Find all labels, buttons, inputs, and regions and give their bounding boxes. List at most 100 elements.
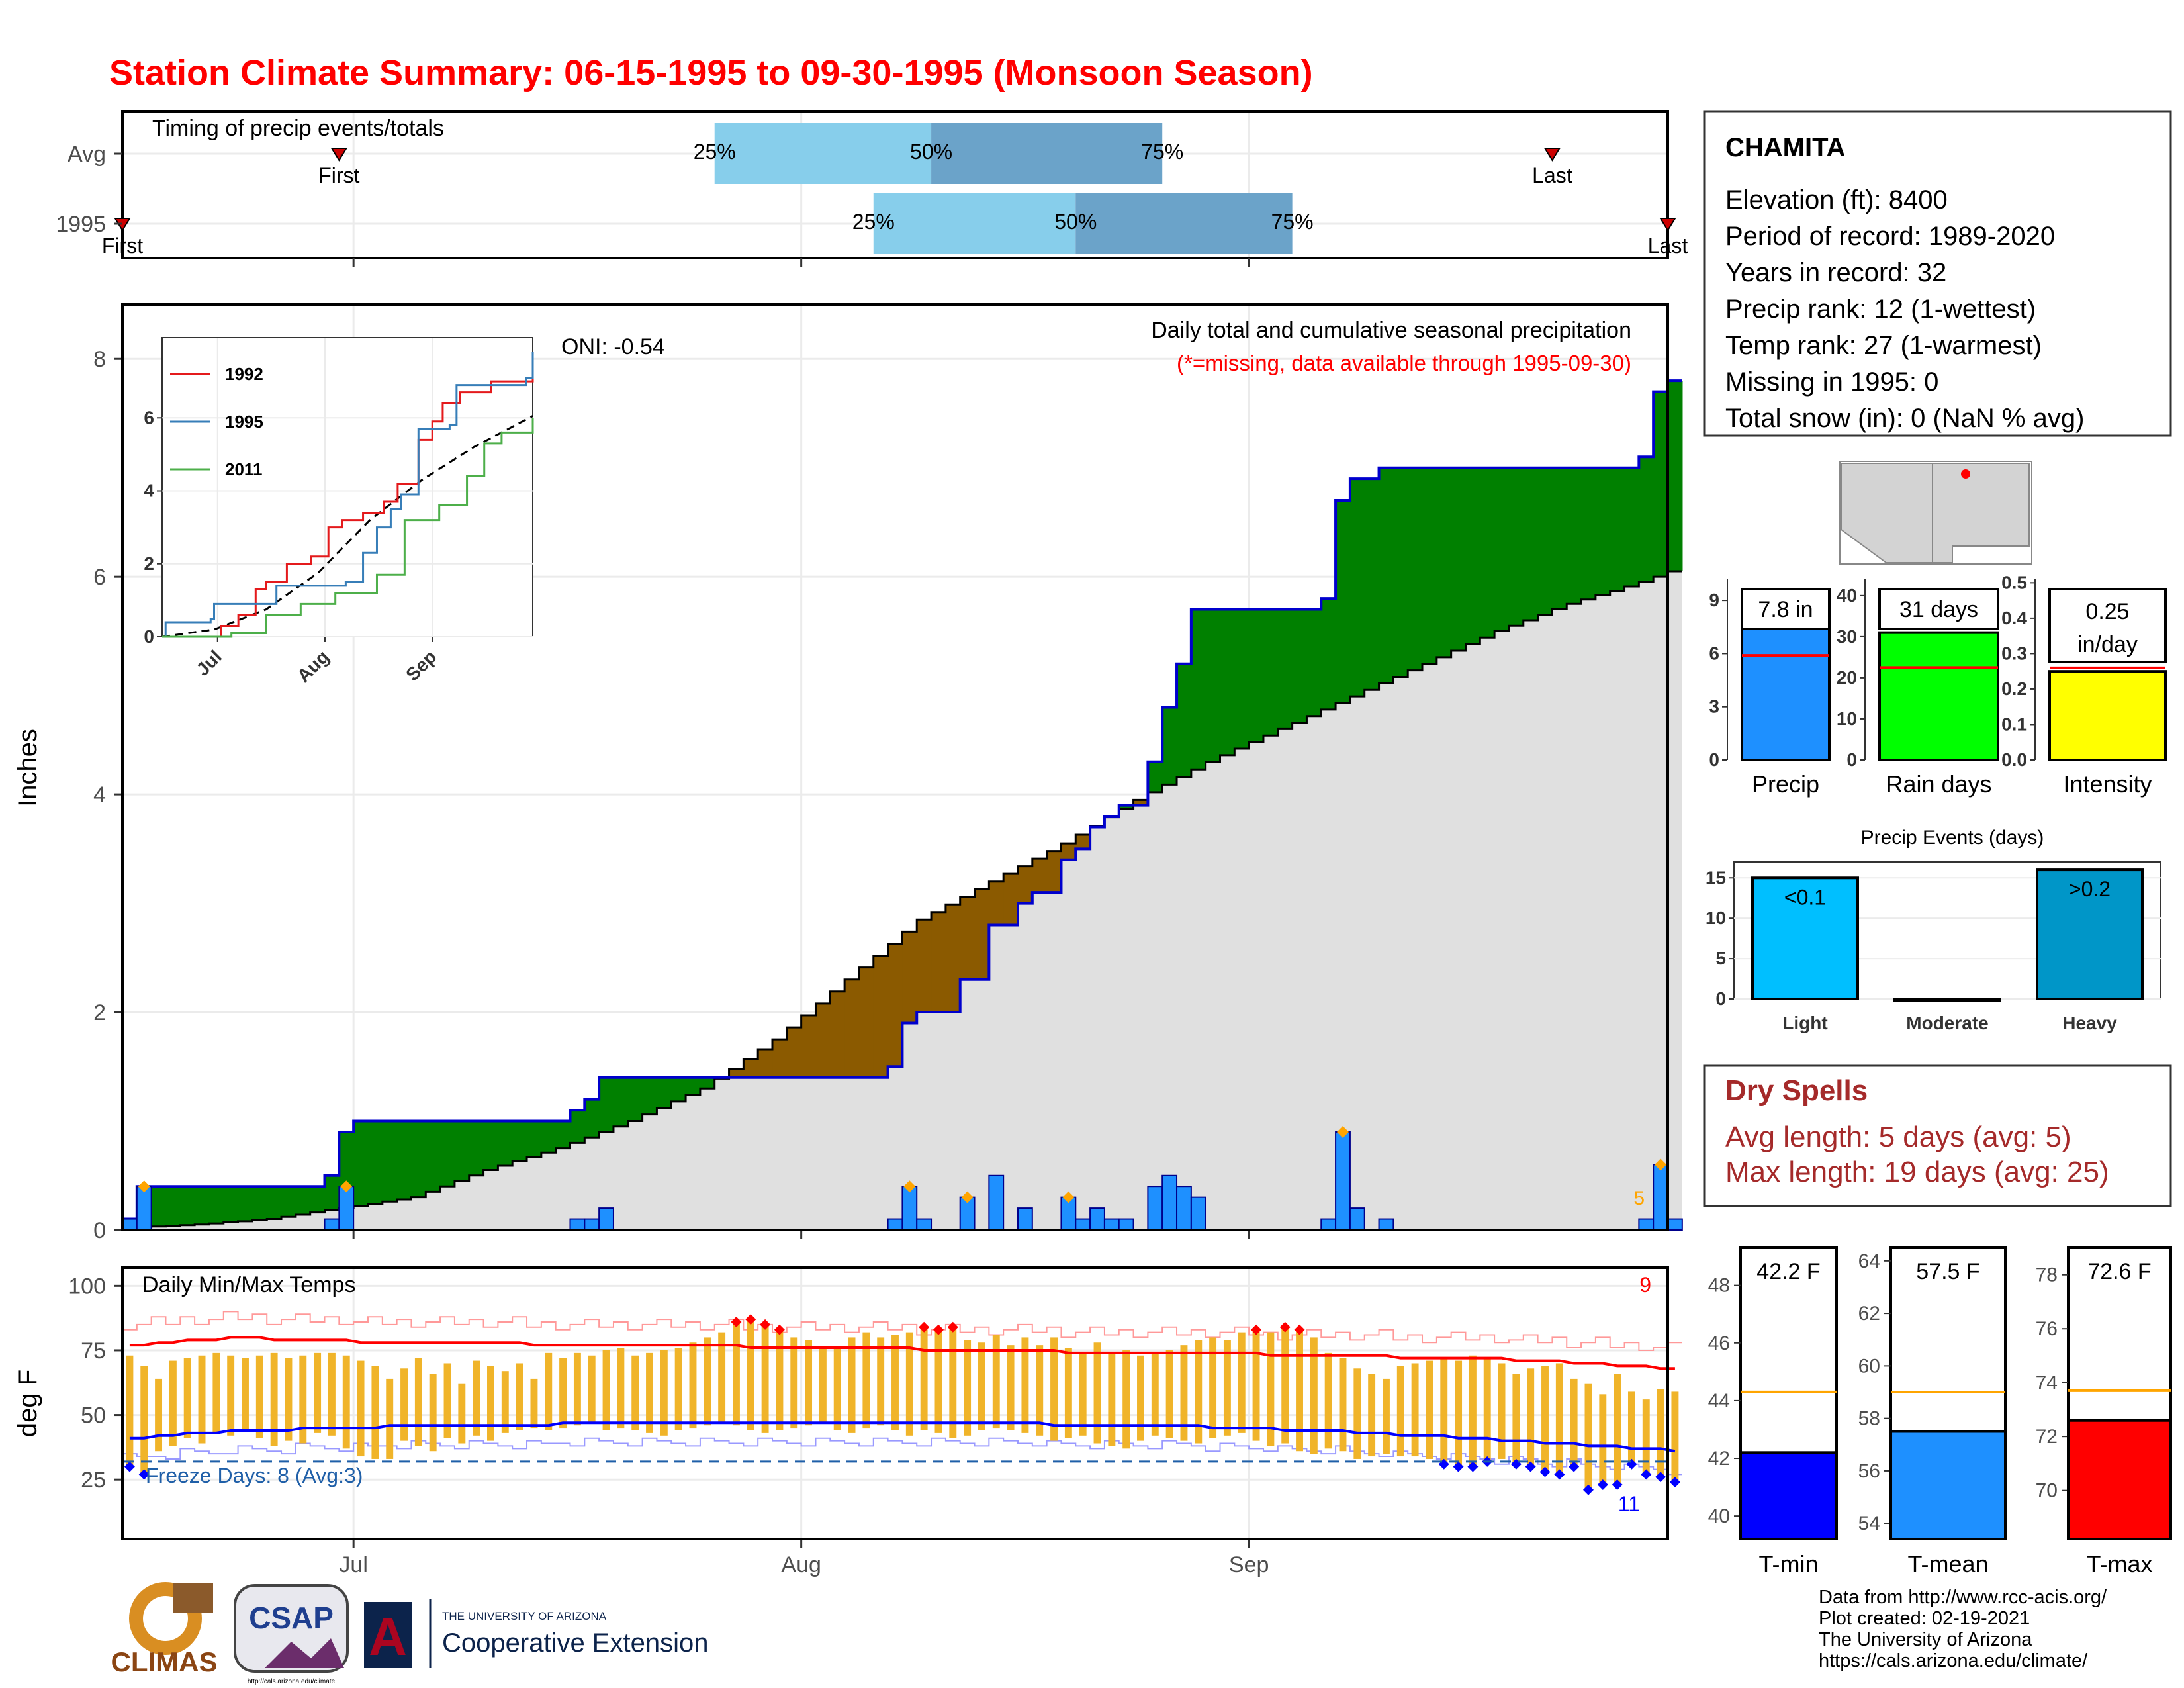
summary-ytick-label: 3	[1709, 696, 1719, 717]
precip-anomaly-fill	[1032, 859, 1048, 893]
precip-anomaly-fill	[1220, 609, 1235, 755]
precip-anomaly-fill	[295, 1186, 311, 1215]
daily-temp-bar	[833, 1348, 841, 1430]
temp-xtick-label: Jul	[339, 1552, 367, 1577]
inset-avg-line	[161, 415, 533, 638]
daily-temp-bar	[371, 1366, 379, 1459]
precip-anomaly-fill	[858, 967, 874, 1078]
precip-anomaly-fill	[671, 1077, 686, 1102]
daily-temp-bar	[1050, 1337, 1058, 1441]
daily-temp-bar	[1483, 1358, 1491, 1462]
timing-marker-label: Last	[1532, 164, 1572, 187]
daily-temp-bar	[1455, 1360, 1463, 1467]
daily-temp-bar	[1570, 1378, 1578, 1467]
summary-ytick-label: 0	[1709, 749, 1719, 770]
daily-precip-bar	[1190, 1196, 1206, 1231]
temp-summary-ytick-label: 42	[1708, 1448, 1730, 1470]
record-high-envelope	[122, 1311, 1682, 1351]
station-line-temp-rank: Temp rank: 27 (1-warmest)	[1725, 331, 2042, 360]
precip-anomaly-fill	[1552, 467, 1567, 610]
daily-temp-bar	[1512, 1374, 1520, 1464]
oni-label: ONI: -0.54	[561, 334, 665, 359]
precip-anomaly-fill	[1465, 467, 1480, 645]
daily-temp-bar	[1108, 1352, 1116, 1446]
daily-temp-bar	[732, 1322, 740, 1426]
daily-temp-bar	[747, 1319, 754, 1430]
precip-anomaly-fill	[931, 912, 946, 1013]
station-name: CHAMITA	[1725, 133, 1845, 162]
climas-logo-block	[173, 1583, 213, 1613]
summary-ytick-label: 6	[1709, 643, 1719, 663]
timing-marker-last	[1543, 148, 1561, 162]
freeze-day-marker	[138, 1469, 150, 1480]
precip-anomaly-fill	[1017, 866, 1033, 904]
inset-legend-label-1992: 1992	[225, 364, 263, 384]
precip-anomaly-fill	[252, 1186, 267, 1221]
daily-temp-bar	[1122, 1350, 1130, 1449]
freeze-day-marker	[1597, 1479, 1608, 1490]
precip-anomaly-fill	[367, 1121, 383, 1204]
avg-min-temp-line	[129, 1421, 1676, 1453]
events-ytick-label: 15	[1706, 867, 1726, 888]
temp-summary-ytick-label: 74	[2036, 1372, 2058, 1394]
temp-summary-ytick-label: 72	[2036, 1426, 2058, 1448]
dry-spells-max: Max length: 19 days (avg: 25)	[1725, 1156, 2109, 1188]
precip-anomaly-fill	[382, 1121, 398, 1202]
inset-legend-label-1995: 1995	[225, 412, 263, 432]
precip-anomaly-fill	[815, 1003, 831, 1078]
daily-temp-bar	[1498, 1363, 1506, 1459]
precip-anomaly-fill	[1537, 467, 1553, 615]
daily-temp-bar	[1180, 1345, 1188, 1441]
daily-temp-bar	[819, 1348, 827, 1423]
station-line-snow: Total snow (in): 0 (NaN % avg)	[1725, 404, 2084, 433]
precip-anomaly-fill	[700, 1077, 715, 1089]
precip-anomaly-fill	[1508, 467, 1524, 626]
inset-series-1992	[162, 370, 534, 638]
daily-temp-bar	[978, 1342, 985, 1430]
freeze-day-marker	[1641, 1469, 1652, 1480]
precip-event-bar-label: >0.2	[2069, 877, 2111, 901]
precip-anomaly-fill	[1321, 598, 1336, 710]
inset-series-1995	[162, 352, 534, 638]
daily-temp-bar	[934, 1329, 942, 1433]
temp-ytick-label: 100	[68, 1274, 106, 1299]
timing-panel: Timing of precip events/totals Avg 1995 …	[56, 110, 1688, 267]
heavy-event-marker	[903, 1180, 916, 1193]
hot-day-marker	[933, 1324, 944, 1335]
precip-ylabel: Inches	[13, 729, 42, 807]
precip-anomaly-fill	[1349, 479, 1365, 697]
temp-summary-ytick-label: 62	[1858, 1303, 1880, 1325]
daily-temp-bar	[1007, 1345, 1015, 1430]
csap-logo: CSAP http://cals.arizona.edu/climate	[234, 1584, 349, 1685]
precip-events-chart: Precip Events (days) 0 5 10 15 <0.1 Light Mode…	[1706, 827, 2161, 1033]
daily-temp-bar	[126, 1355, 134, 1467]
daily-temp-bar	[1238, 1332, 1246, 1433]
daily-temp-bar	[790, 1337, 798, 1429]
freeze-day-marker	[1569, 1461, 1580, 1472]
daily-temp-bar	[1469, 1355, 1477, 1467]
daily-temp-bar	[530, 1378, 538, 1429]
timing-box-lower-1995	[873, 193, 1076, 254]
daily-temp-bar	[1599, 1394, 1607, 1485]
summary-ytick-label: 0	[1846, 749, 1857, 770]
daily-temp-bar	[1064, 1348, 1072, 1438]
footer-line-url: https://cals.arizona.edu/climate/	[1819, 1650, 2088, 1671]
temp-summary-bar-T-mean	[1889, 1430, 2007, 1541]
hot-day-marker	[1279, 1321, 1291, 1333]
hot-days-count: 9	[1639, 1273, 1651, 1297]
daily-temp-bar	[1527, 1368, 1535, 1467]
daily-temp-bar	[588, 1355, 596, 1423]
daily-temp-bar	[1223, 1340, 1231, 1436]
daily-temp-bar	[704, 1337, 711, 1426]
precip-anomaly-fill	[844, 979, 860, 1078]
csap-logo-mountains	[265, 1638, 344, 1668]
precip-anomaly-fill	[772, 1039, 788, 1078]
freeze-day-marker	[1554, 1469, 1565, 1480]
summary-value-label: 31 days	[1899, 597, 1978, 622]
precip-anomaly-fill	[1277, 609, 1293, 729]
daily-precip-bar	[584, 1218, 600, 1231]
precip-anomaly-fill	[1581, 467, 1596, 600]
daily-precip-bar	[1089, 1207, 1105, 1231]
temp-summary-ytick-label: 46	[1708, 1333, 1730, 1354]
precip-anomaly-fill	[1177, 663, 1192, 777]
